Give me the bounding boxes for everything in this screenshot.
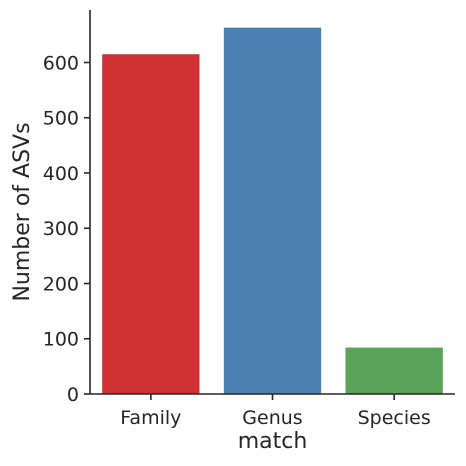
y-axis-ticks: 0 100 200 300 400 500 600 bbox=[43, 52, 90, 406]
y-tick-label: 100 bbox=[43, 329, 79, 351]
x-tick-label: Genus bbox=[242, 407, 302, 429]
x-axis-label: match bbox=[238, 429, 308, 454]
y-tick-label: 300 bbox=[43, 218, 79, 240]
y-tick-label: 600 bbox=[43, 52, 79, 74]
x-tick-label: Species bbox=[358, 407, 431, 429]
bars-group bbox=[102, 27, 443, 395]
bar-genus bbox=[223, 27, 322, 395]
bar-species bbox=[345, 347, 443, 394]
y-tick-label: 500 bbox=[43, 108, 79, 130]
x-tick-label: Family bbox=[120, 407, 181, 429]
bar-family bbox=[102, 54, 200, 394]
x-axis-ticks: Family Genus Species bbox=[120, 394, 431, 429]
y-tick-label: 0 bbox=[67, 384, 79, 406]
y-tick-label: 400 bbox=[43, 163, 79, 185]
y-tick-label: 200 bbox=[43, 273, 79, 295]
y-axis-label: Number of ASVs bbox=[10, 122, 35, 301]
